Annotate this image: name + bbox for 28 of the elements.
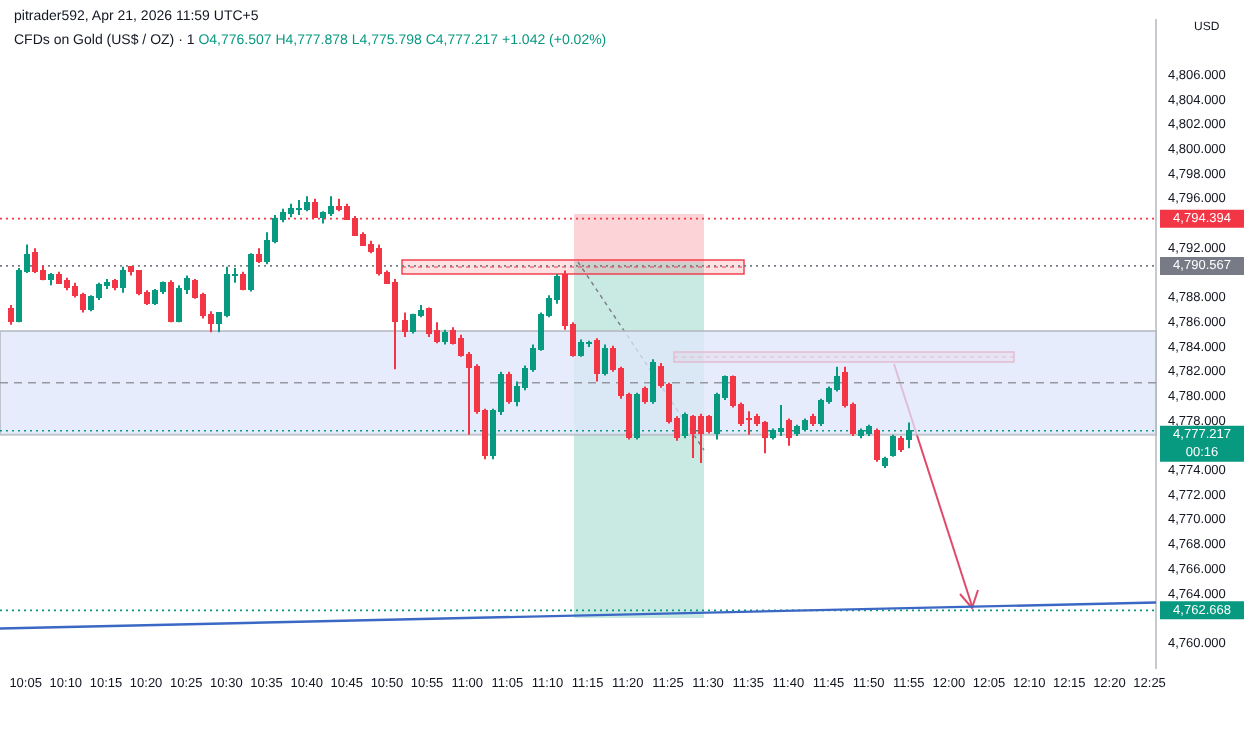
candlestick bbox=[80, 291, 86, 314]
candlestick bbox=[698, 412, 704, 465]
candlestick bbox=[328, 195, 334, 218]
candlestick bbox=[120, 265, 126, 294]
candlestick bbox=[376, 243, 382, 277]
candlestick bbox=[248, 252, 254, 293]
candlestick bbox=[426, 306, 432, 339]
candlestick bbox=[682, 411, 688, 440]
candlestick bbox=[602, 343, 608, 377]
candlestick bbox=[746, 410, 752, 436]
candlestick bbox=[874, 427, 880, 463]
candlestick bbox=[224, 265, 230, 319]
candlestick bbox=[32, 247, 38, 274]
candlestick bbox=[778, 404, 784, 437]
candlestick bbox=[392, 278, 398, 371]
candlestick bbox=[168, 279, 174, 324]
candlestick bbox=[762, 420, 768, 455]
candlestick bbox=[594, 337, 600, 383]
candlestick bbox=[690, 413, 696, 460]
candlestick bbox=[650, 358, 656, 405]
candlestick bbox=[506, 370, 512, 405]
candlestick bbox=[8, 304, 14, 326]
candlestick bbox=[890, 433, 896, 458]
candlestick bbox=[706, 413, 712, 435]
candlestick bbox=[176, 284, 182, 324]
candlestick bbox=[786, 417, 792, 447]
candlestick bbox=[136, 269, 142, 297]
candlestick bbox=[402, 311, 408, 339]
